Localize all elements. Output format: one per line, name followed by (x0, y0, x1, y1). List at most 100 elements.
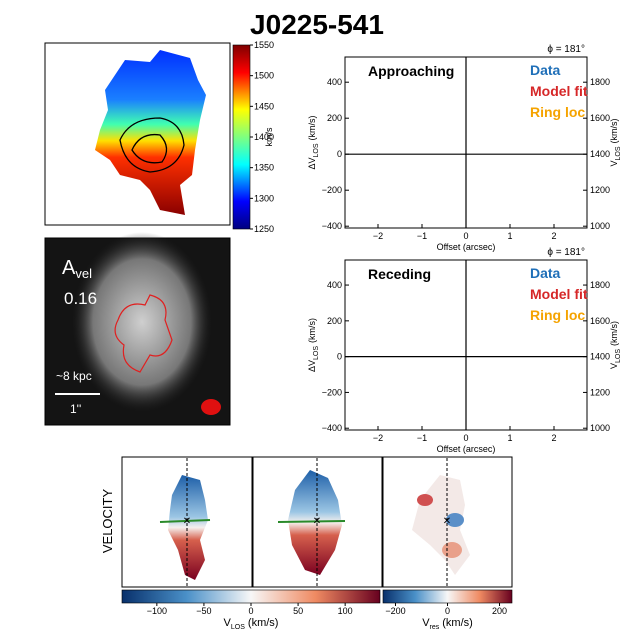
svg-text:✕: ✕ (313, 516, 321, 527)
flux-contours (119, 117, 185, 173)
panel-label: Avel (62, 257, 92, 281)
x-axis-label: Offset (arcsec) (437, 242, 496, 252)
label-unit: (km/s) (248, 617, 279, 629)
y2-tick-label: 1000 (590, 221, 610, 231)
red-contour (114, 294, 173, 373)
label-sub: LOS (615, 349, 622, 363)
label: A (62, 257, 76, 279)
label-main: ΔV (307, 158, 317, 170)
colorbar (232, 44, 251, 230)
colorbar (121, 589, 381, 604)
panel-label: Receding (368, 266, 431, 282)
label-sub: LOS (615, 146, 622, 160)
label-unit: (km/s) (609, 118, 619, 143)
y2-tick-label: 1000 (590, 423, 610, 433)
tick-label: 1550 (254, 40, 274, 50)
y2-tick-label: 1800 (590, 77, 610, 87)
beam-label: 1'' (70, 402, 81, 416)
x-tick-label: −2 (373, 231, 383, 241)
axis-label: ΔVLOS (km/s) (307, 115, 320, 169)
asymmetry-value: 0.16 (64, 289, 97, 308)
phi-label: ϕ = 181° (547, 44, 585, 55)
tick-label: 1450 (254, 101, 274, 111)
y2-tick-label: 1200 (590, 185, 610, 195)
x-tick-label: 2 (551, 231, 556, 241)
y-tick-label: −400 (322, 221, 342, 231)
label-sub: LOS (231, 624, 245, 631)
x-tick-label: −2 (373, 433, 383, 443)
svg-text:✕: ✕ (443, 516, 451, 527)
scale-label: ~8 kpc (56, 369, 92, 383)
x-tick-label: 1 (507, 433, 512, 443)
label-main: V (609, 363, 619, 369)
panel-label: Approaching (368, 63, 454, 79)
y2-tick-label: 1600 (590, 113, 610, 123)
tick-label: 50 (293, 606, 303, 616)
y-tick-label: 0 (337, 352, 342, 362)
y-tick-label: 200 (327, 113, 342, 123)
y-tick-label: −200 (322, 185, 342, 195)
legend-entry: Model fit (530, 286, 588, 302)
label-sub: res (430, 624, 440, 631)
tick-label: 1300 (254, 193, 274, 203)
tick-label: 0 (248, 606, 253, 616)
tick-label: −200 (385, 606, 405, 616)
label-main: ΔV (307, 360, 317, 372)
legend-entry: Model fit (530, 83, 588, 99)
legend-entry: Data (530, 265, 561, 281)
label-main: V (422, 617, 430, 629)
label-unit: (km/s) (609, 321, 619, 346)
y2-tick-label: 1400 (590, 149, 610, 159)
beam (201, 399, 221, 415)
y-tick-label: 400 (327, 77, 342, 87)
label-sub: LOS (313, 346, 320, 360)
phi-label: ϕ = 181° (547, 247, 585, 258)
tick-label: −50 (196, 606, 211, 616)
colorbar-label: km/s (264, 127, 274, 146)
x-axis-label: Offset (arcsec) (437, 444, 496, 454)
legend-entry: Data (530, 62, 561, 78)
label-unit: (km/s) (307, 318, 317, 343)
tick-label: 1250 (254, 224, 274, 234)
label-main: V (224, 617, 232, 629)
x-tick-label: −1 (417, 231, 427, 241)
title: J0225-541 (250, 9, 384, 40)
axis-label: VLOS (km/s) (609, 321, 622, 369)
legend-entry: Ring loc (530, 104, 585, 120)
y2-tick-label: 1200 (590, 387, 610, 397)
x-tick-label: 2 (551, 433, 556, 443)
y2-tick-label: 1400 (590, 352, 610, 362)
velocity-map (95, 50, 206, 215)
bottom-panels: ✕ ✕ ✕ (121, 456, 513, 588)
y2-tick-label: 1600 (590, 316, 610, 326)
axis-label: Vres (km/s) (422, 617, 473, 631)
svg-text:✕: ✕ (183, 516, 191, 527)
row-label: VELOCITY (100, 489, 115, 554)
x-tick-label: 0 (463, 433, 468, 443)
y-tick-label: −400 (322, 423, 342, 433)
galaxy-image (72, 232, 212, 412)
colorbar (382, 589, 513, 604)
label-main: V (609, 161, 619, 167)
tick-label: 100 (338, 606, 353, 616)
label-sub: LOS (313, 143, 320, 157)
x-tick-label: 0 (463, 231, 468, 241)
x-tick-label: −1 (417, 433, 427, 443)
y-tick-label: −200 (322, 387, 342, 397)
tick-label: 0 (445, 606, 450, 616)
tick-label: 1500 (254, 71, 274, 81)
label-unit: (km/s) (307, 115, 317, 140)
tick-label: 1350 (254, 163, 274, 173)
axis-label: VLOS(km/s) (224, 617, 279, 631)
y-tick-label: 0 (337, 149, 342, 159)
y-tick-label: 400 (327, 280, 342, 290)
label-sub: vel (75, 266, 92, 281)
tick-label: 200 (492, 606, 507, 616)
axis-label: VLOS (km/s) (609, 118, 622, 166)
tick-label: −100 (147, 606, 167, 616)
axis-label: ΔVLOS (km/s) (307, 318, 320, 372)
label-unit: (km/s) (442, 617, 473, 629)
y2-tick-label: 1800 (590, 280, 610, 290)
legend-entry: Ring loc (530, 307, 585, 323)
